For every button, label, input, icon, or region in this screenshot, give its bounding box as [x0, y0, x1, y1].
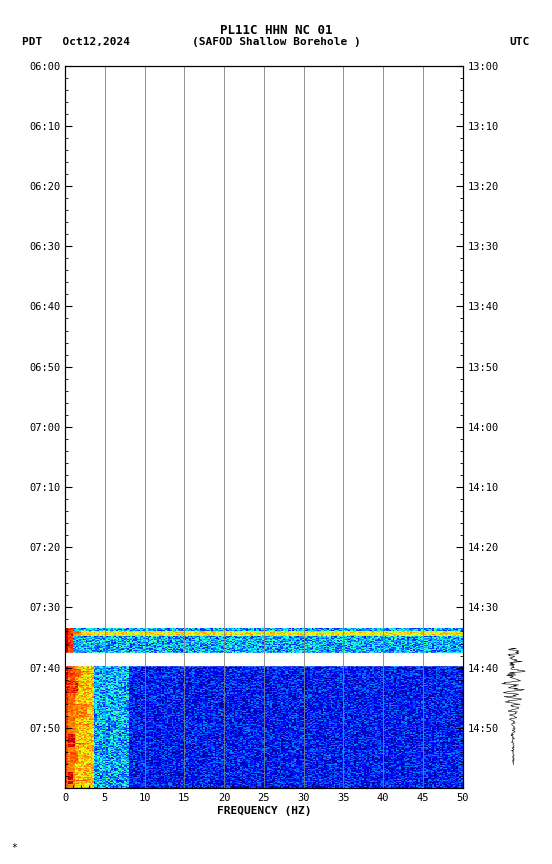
Text: UTC: UTC	[509, 37, 530, 48]
X-axis label: FREQUENCY (HZ): FREQUENCY (HZ)	[216, 805, 311, 816]
Text: PDT   Oct12,2024: PDT Oct12,2024	[22, 37, 130, 48]
Text: *: *	[11, 843, 17, 853]
Text: (SAFOD Shallow Borehole ): (SAFOD Shallow Borehole )	[192, 37, 360, 48]
Text: PL11C HHN NC 01: PL11C HHN NC 01	[220, 24, 332, 37]
